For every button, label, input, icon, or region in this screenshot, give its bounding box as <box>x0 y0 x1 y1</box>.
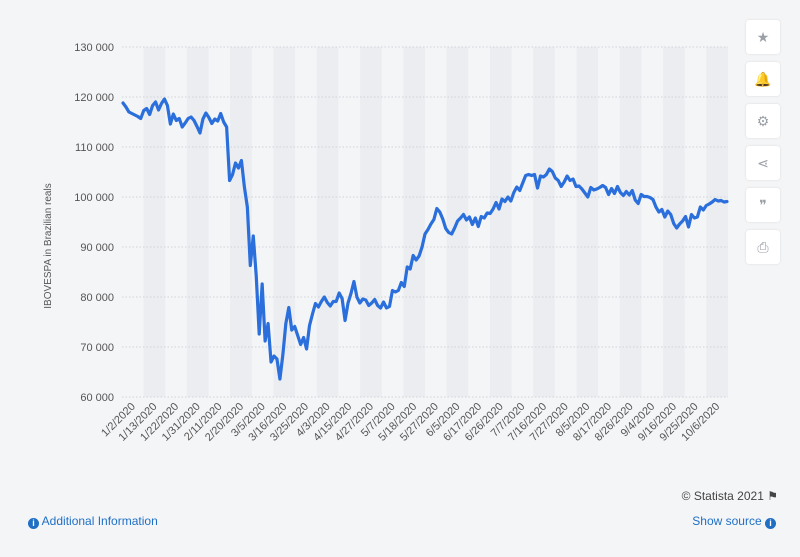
y-axis-title: IBOVESPA in Brazilian reals <box>43 183 54 308</box>
bell-icon: 🔔 <box>754 70 772 87</box>
flag-icon: ⚑ <box>767 489 778 503</box>
credit-text: © Statista 2021 <box>681 489 764 503</box>
y-tick-label: 120 000 <box>74 92 114 104</box>
date-band <box>533 47 555 397</box>
date-band <box>576 47 599 397</box>
y-tick-label: 90 000 <box>80 242 114 254</box>
y-tick-label: 60 000 <box>80 392 114 404</box>
additional-information-link[interactable]: i Additional Information <box>28 514 158 529</box>
share-button[interactable]: ⋖ <box>746 146 780 180</box>
additional-information-label: Additional Information <box>41 514 158 528</box>
y-axis-ticks: 60 000 70 000 80 000 90 000 100 000 110 000 12… <box>74 42 114 404</box>
star-button[interactable]: ★ <box>746 20 780 54</box>
y-tick-label: 130 000 <box>74 42 114 54</box>
info-icon: i <box>28 518 39 529</box>
chart-toolbar: ★ 🔔 ⚙ ⋖ ❞ ⎙ <box>746 20 780 272</box>
date-band <box>230 47 252 397</box>
date-band <box>316 47 339 397</box>
series-line <box>121 97 729 381</box>
y-tick-label: 110 000 <box>75 142 114 154</box>
print-button[interactable]: ⎙ <box>746 230 780 264</box>
statista-credit[interactable]: © Statista 2021 ⚑ <box>682 489 778 503</box>
y-tick-label: 100 000 <box>74 192 114 204</box>
info-icon: i <box>765 518 776 529</box>
date-band <box>143 47 166 397</box>
show-source-label: Show source <box>692 514 762 528</box>
date-band <box>619 47 642 397</box>
show-source-link[interactable]: Show source i <box>692 514 776 529</box>
bell-button[interactable]: 🔔 <box>746 62 780 96</box>
print-icon: ⎙ <box>757 238 769 255</box>
y-tick-label: 70 000 <box>80 342 114 354</box>
gear-button[interactable]: ⚙ <box>746 104 780 138</box>
gear-icon: ⚙ <box>756 112 770 129</box>
date-band <box>706 47 728 397</box>
y-tick-label: 80 000 <box>80 292 114 304</box>
date-band <box>489 47 512 397</box>
quote-icon: ❞ <box>759 196 767 213</box>
date-band <box>186 47 209 397</box>
star-icon: ★ <box>756 28 770 45</box>
x-axis-ticks: 1/2/20201/13/20201/22/20201/31/20202/11/… <box>99 401 722 444</box>
quote-button[interactable]: ❞ <box>746 188 780 222</box>
date-bands <box>143 47 728 397</box>
date-band <box>360 47 382 397</box>
gridlines <box>122 46 728 398</box>
share-icon: ⋖ <box>757 154 769 171</box>
date-band <box>403 47 425 397</box>
